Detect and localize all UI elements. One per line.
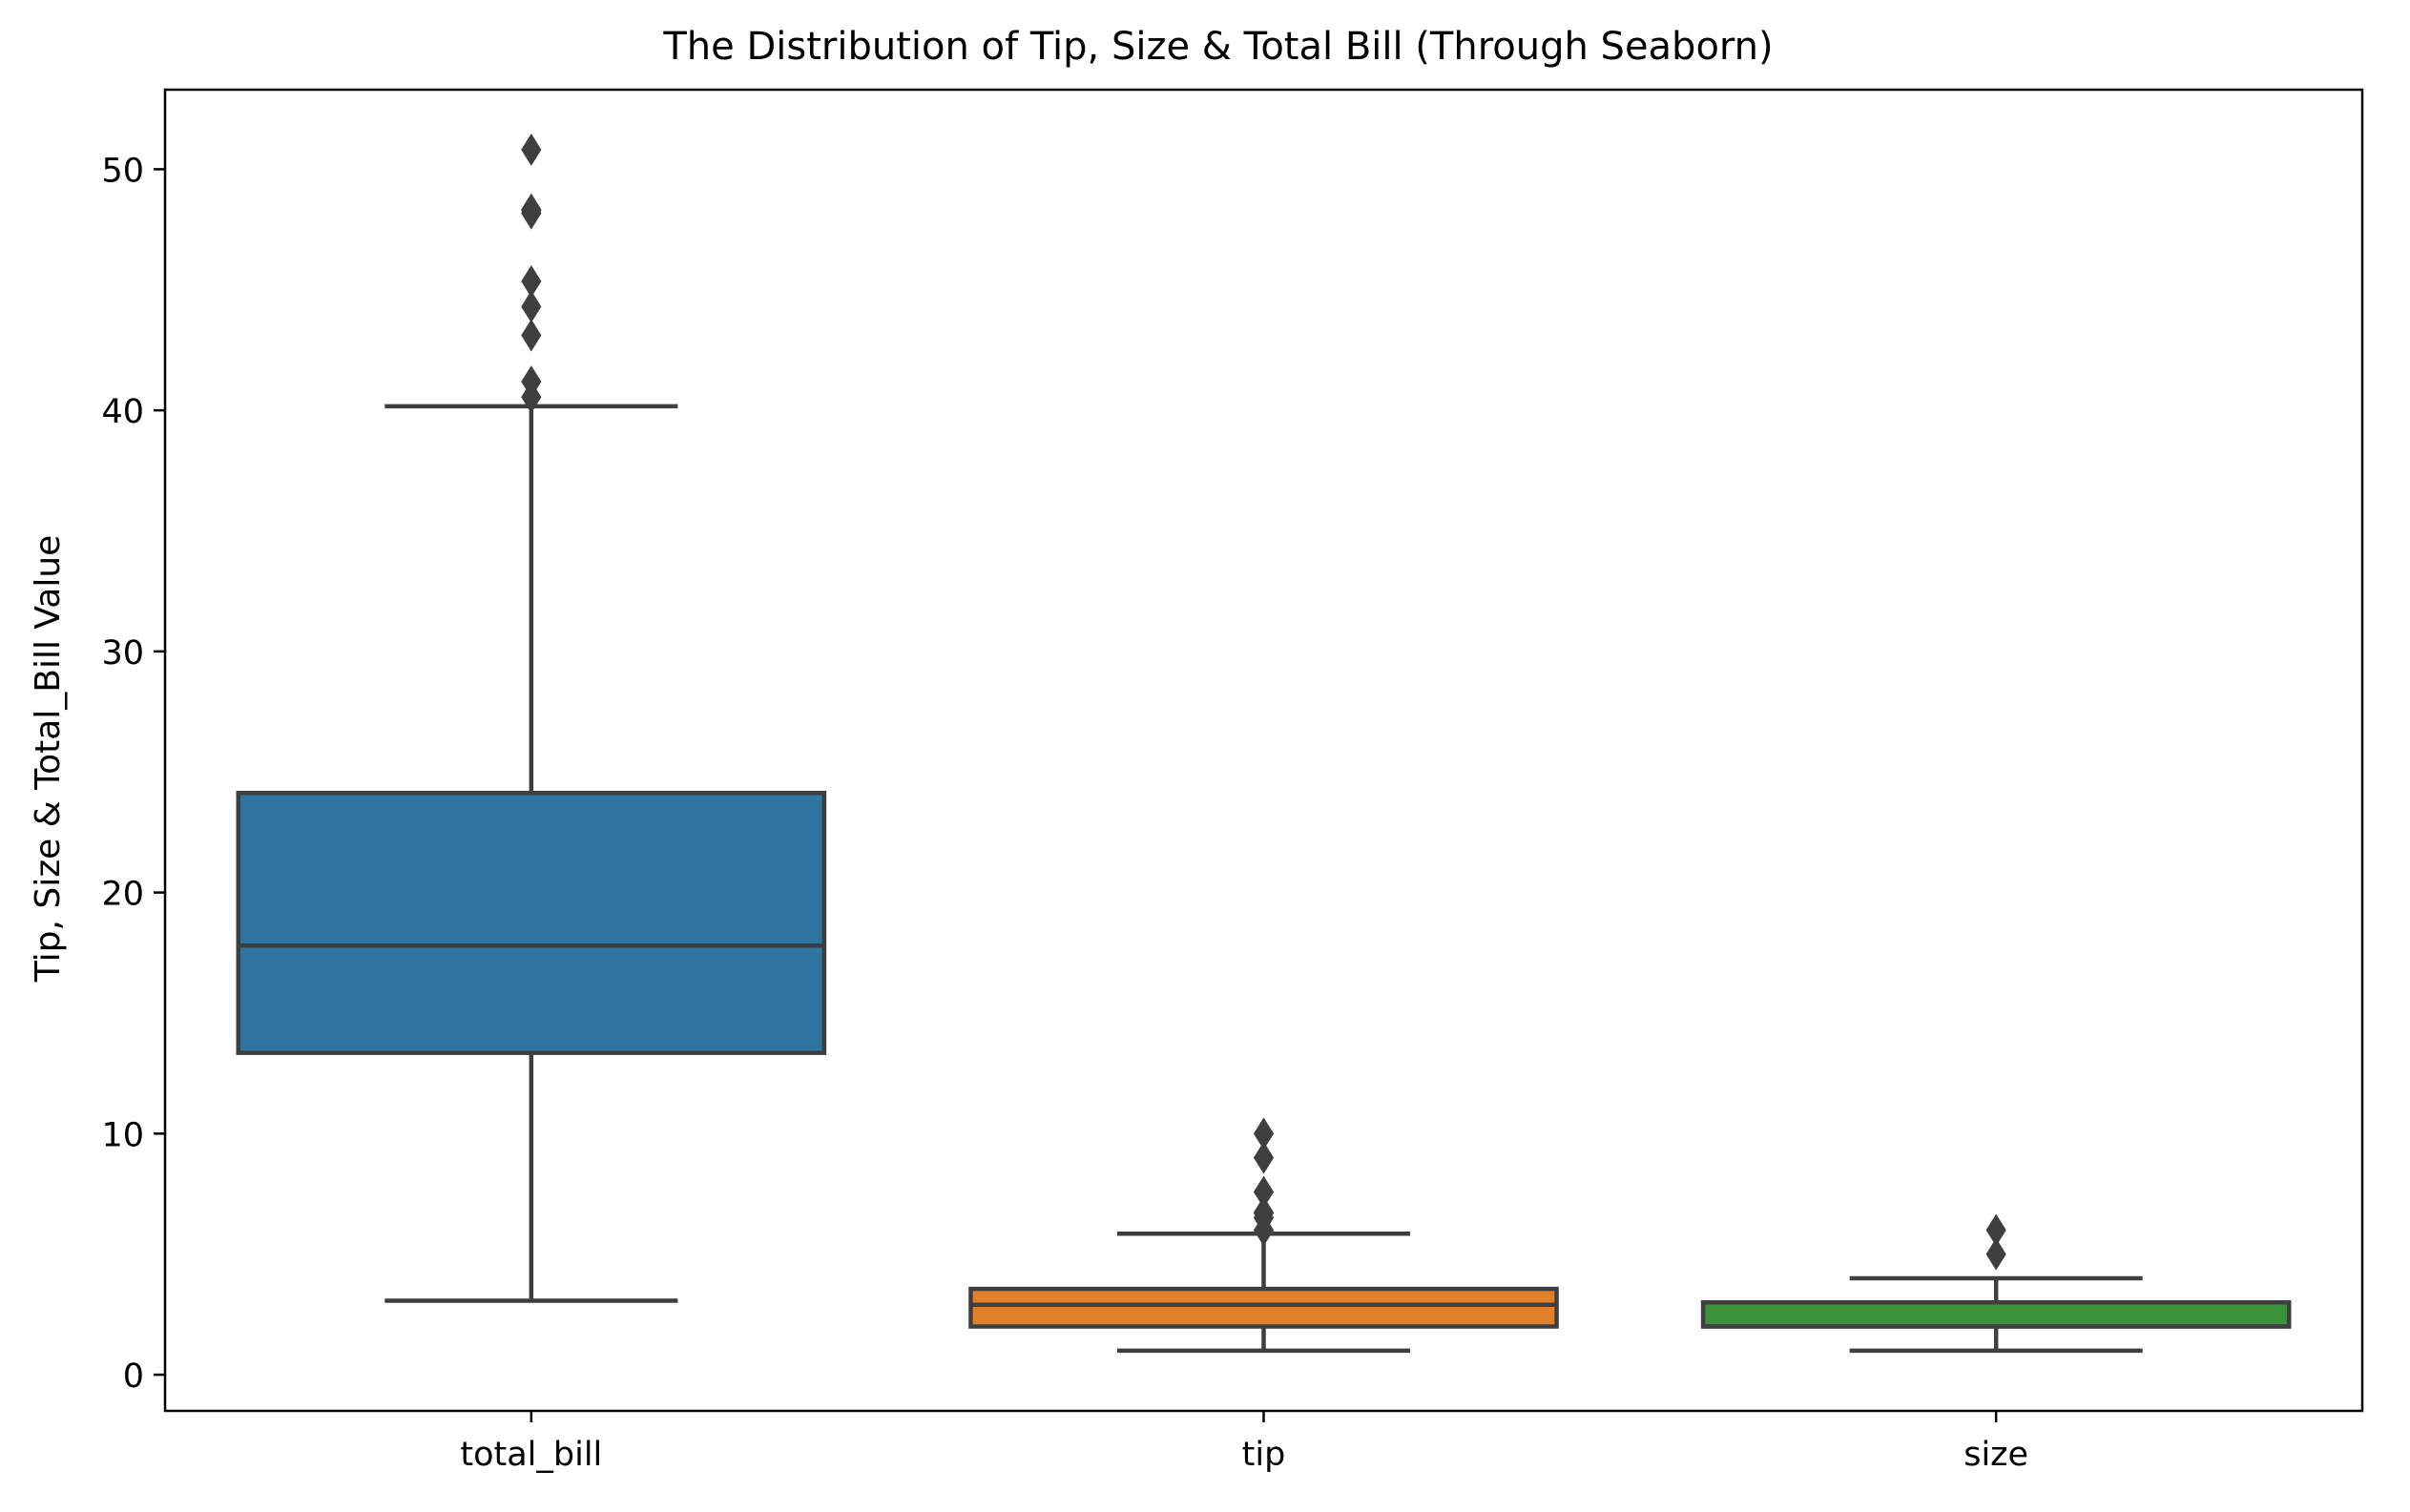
chart-title: The Distribution of Tip, Size & Total Bi… (662, 25, 1773, 69)
tip-outlier-6 (1253, 1117, 1275, 1150)
total_bill-outlier-8 (521, 133, 542, 166)
total_bill-outlier-2 (521, 319, 542, 352)
total_bill-outlier-7 (521, 193, 542, 226)
tip-box (968, 1286, 1559, 1329)
y-tick-label-50: 50 (101, 152, 144, 190)
y-tick-label-40: 40 (101, 393, 144, 431)
x-tick-label-total_bill: total_bill (460, 1436, 602, 1474)
x-tick-label-tip: tip (1242, 1436, 1286, 1474)
y-tick-label-30: 30 (101, 634, 144, 673)
y-tick-label-0: 0 (123, 1357, 144, 1396)
size-outlier-1 (1985, 1213, 2006, 1247)
x-tick-label-size: size (1963, 1436, 2028, 1474)
tip-outlier-4 (1253, 1175, 1275, 1209)
tip-outlier-3 (1253, 1196, 1275, 1229)
total_bill-outlier-3 (521, 290, 542, 323)
size-box (1700, 1300, 2292, 1329)
tip-outlier-5 (1253, 1141, 1275, 1174)
plot-area: 0 10 20 30 40 50 total_bill tip size (101, 133, 2292, 1474)
total_bill-box (236, 790, 827, 1055)
y-axis-label: Tip, Size & Total_Bill Value (29, 535, 68, 984)
total_bill-outlier-1 (521, 365, 542, 399)
y-tick-label-20: 20 (101, 876, 144, 914)
size-outlier-0 (1985, 1237, 2006, 1271)
axes-frame (163, 88, 2364, 1413)
total_bill-outlier-4 (521, 264, 542, 298)
y-tick-label-10: 10 (101, 1116, 144, 1154)
